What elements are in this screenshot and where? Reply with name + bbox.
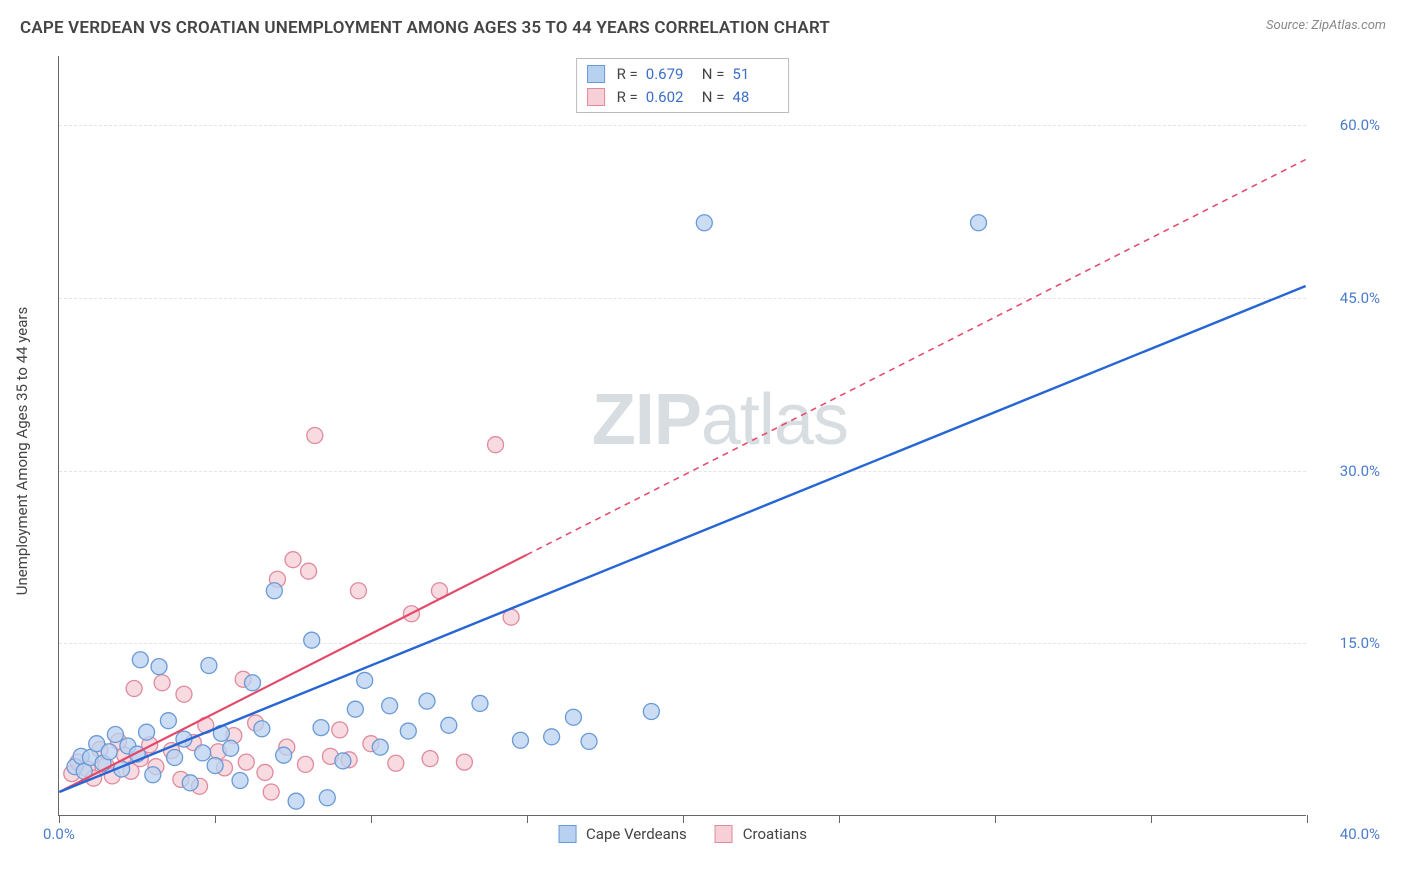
y-tick-label: 30.0% [1310, 462, 1380, 480]
data-point [276, 747, 292, 763]
legend-bottom: Cape Verdeans Croatians [558, 825, 807, 843]
swatch-icon [558, 825, 576, 843]
legend-item-cape-verdeans: Cape Verdeans [558, 825, 687, 843]
data-point [456, 754, 472, 770]
source-attribution: Source: ZipAtlas.com [1266, 18, 1386, 33]
legend-item-croatians: Croatians [715, 825, 807, 843]
data-point [512, 732, 528, 748]
data-point [297, 756, 313, 772]
data-point [472, 695, 488, 711]
data-point [313, 720, 329, 736]
plot-container: Unemployment Among Ages 35 to 44 years Z… [58, 56, 1384, 846]
data-point [126, 681, 142, 697]
data-point [238, 754, 254, 770]
data-point [232, 773, 248, 789]
y-axis-label: Unemployment Among Ages 35 to 44 years [13, 307, 31, 595]
data-point [565, 709, 581, 725]
data-point [167, 750, 183, 766]
x-tick-min-label: 0.0% [43, 825, 75, 843]
data-point [266, 583, 282, 599]
data-point [107, 727, 123, 743]
data-point [288, 793, 304, 809]
data-point [347, 701, 363, 717]
chart-title: CAPE VERDEAN VS CROATIAN UNEMPLOYMENT AM… [20, 18, 830, 38]
data-point [400, 723, 416, 739]
plot-area: ZIPatlas R = 0.679 N = 51 R = 0.602 N = … [58, 56, 1306, 816]
chart-svg [59, 56, 1306, 815]
data-point [182, 775, 198, 791]
data-point [101, 744, 117, 760]
x-tick-max-label: 40.0% [1340, 825, 1380, 843]
data-point [372, 739, 388, 755]
y-tick-label: 15.0% [1310, 634, 1380, 652]
stats-legend-box: R = 0.679 N = 51 R = 0.602 N = 48 [576, 58, 790, 113]
data-point [441, 717, 457, 733]
data-point [643, 704, 659, 720]
data-point [257, 764, 273, 780]
data-point [696, 215, 712, 231]
data-point [160, 713, 176, 729]
data-point [319, 790, 335, 806]
data-point [388, 755, 404, 771]
data-point [201, 658, 217, 674]
y-tick-label: 60.0% [1310, 116, 1380, 134]
data-point [223, 740, 239, 756]
data-point [176, 686, 192, 702]
data-point [132, 652, 148, 668]
data-point [285, 552, 301, 568]
data-point [301, 563, 317, 579]
swatch-icon [715, 825, 733, 843]
data-point [307, 428, 323, 444]
data-point [419, 693, 435, 709]
stats-row-cape-verdeans: R = 0.679 N = 51 [587, 63, 779, 86]
data-point [154, 675, 170, 691]
data-point [207, 758, 223, 774]
data-point [304, 632, 320, 648]
data-point [195, 745, 211, 761]
data-point [350, 583, 366, 599]
data-point [335, 753, 351, 769]
data-point [544, 729, 560, 745]
data-point [145, 767, 161, 783]
data-point [139, 724, 155, 740]
swatch-croatians [587, 88, 605, 106]
data-point [263, 784, 279, 800]
data-point [581, 733, 597, 749]
swatch-cape-verdeans [587, 65, 605, 83]
data-point [332, 722, 348, 738]
y-tick-label: 45.0% [1310, 289, 1380, 307]
stats-row-croatians: R = 0.602 N = 48 [587, 86, 779, 109]
data-point [971, 215, 987, 231]
data-point [488, 437, 504, 453]
data-point [151, 659, 167, 675]
data-point [357, 672, 373, 688]
data-point [382, 698, 398, 714]
data-point [422, 751, 438, 767]
data-point [245, 675, 261, 691]
data-point [254, 721, 270, 737]
